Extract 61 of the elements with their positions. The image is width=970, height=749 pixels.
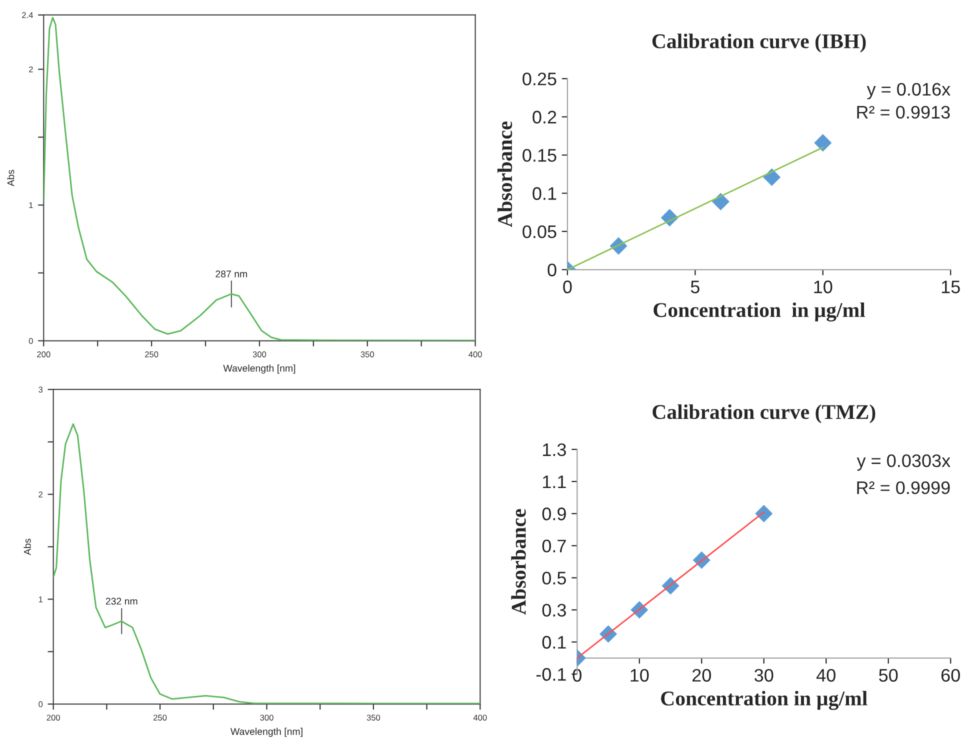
- x-tick-label: 15: [942, 280, 960, 294]
- y-tick-label: 0: [38, 701, 43, 708]
- y-tick-label: 0.7: [542, 540, 566, 552]
- x-tick-label: 300: [252, 351, 266, 358]
- y-axis-title: Absorbance: [511, 509, 526, 615]
- x-tick-label: 10: [814, 280, 832, 294]
- x-axis-title: Wavelength [nm]: [230, 728, 302, 737]
- y-axis-title: Abs: [7, 170, 14, 186]
- annotation: 287 nm: [216, 270, 247, 278]
- x-tick-label: 400: [473, 714, 487, 721]
- y-tick-label: 0.9: [542, 508, 566, 520]
- y-tick-label: 1.1: [543, 476, 566, 488]
- x-tick-label: 350: [360, 351, 374, 358]
- line-series: [44, 16, 476, 341]
- x-axis-title: Concentration in µg/ml: [661, 690, 868, 710]
- y-axis-title: Abs: [24, 538, 31, 556]
- y-tick-label: 0.15: [522, 148, 556, 162]
- x-tick-label: 20: [692, 668, 711, 682]
- annotation: R² = 0.9913: [857, 106, 950, 119]
- x-tick-label: 5: [690, 280, 700, 294]
- annotation: y = 0.0303x: [856, 454, 950, 471]
- y-tick-label: 0: [548, 264, 556, 276]
- x-tick-label: 200: [37, 351, 50, 358]
- y-tick-label: -0.1: [536, 668, 566, 681]
- y-tick-label: 3: [38, 386, 43, 393]
- y-tick-label: 0: [28, 338, 33, 344]
- x-tick-label: 0: [572, 668, 582, 682]
- chart-title: Calibration curve (IBH): [652, 34, 866, 53]
- point: [814, 134, 832, 152]
- x-tick-label: 40: [816, 668, 836, 682]
- x-tick-label: 350: [366, 714, 380, 721]
- annotation: y = 0.016x: [866, 82, 950, 100]
- x-tick-label: 250: [145, 351, 158, 358]
- x-tick-label: 50: [879, 668, 898, 682]
- annotation: 232 nm: [106, 598, 138, 605]
- chart-title: Calibration curve (TMZ): [652, 404, 876, 424]
- x-tick-label: 400: [468, 351, 482, 358]
- x-tick-label: 250: [154, 714, 167, 721]
- x-axis-title: Wavelength [nm]: [223, 364, 296, 374]
- y-tick-label: 0.25: [522, 72, 556, 86]
- y-tick-label: 2: [38, 492, 43, 498]
- y-tick-label: 0.2: [532, 110, 556, 124]
- y-tick-label: 0.3: [542, 604, 566, 617]
- y-tick-label: 0.05: [522, 225, 556, 238]
- x-tick-label: 200: [46, 714, 60, 721]
- x-axis-title: Concentration in µg/ml: [654, 302, 866, 322]
- y-tick-label: 0.1: [542, 636, 566, 649]
- annotation: R² = 0.9999: [857, 481, 950, 494]
- y-tick-label: 1.3: [543, 443, 566, 456]
- y-axis-title: Absorbance: [497, 121, 512, 228]
- y-tick-label: 0.5: [542, 572, 566, 585]
- x-tick-label: 10: [630, 668, 649, 682]
- point: [755, 504, 773, 522]
- y-tick-label: 1: [29, 202, 33, 208]
- y-tick-label: 0.1: [532, 187, 556, 200]
- x-tick-label: 300: [260, 714, 274, 721]
- y-tick-label: 2: [29, 66, 33, 72]
- y-tick-label: 1: [38, 596, 43, 602]
- x-tick-label: 60: [941, 668, 960, 682]
- y-tick-label: 2.4: [22, 12, 33, 18]
- x-tick-label: 30: [754, 668, 774, 682]
